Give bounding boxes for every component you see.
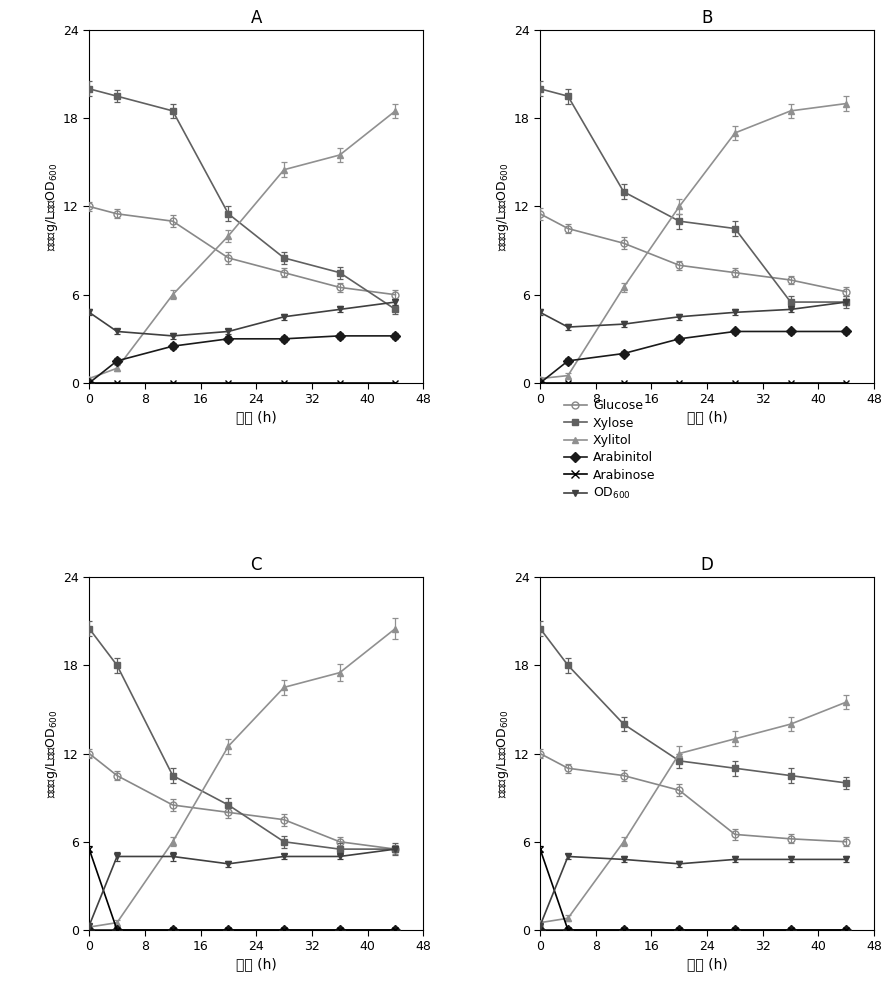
Title: B: B	[701, 9, 713, 27]
Title: C: C	[251, 556, 262, 574]
Y-axis label: 浓度（g/L），OD$_{600}$: 浓度（g/L），OD$_{600}$	[44, 709, 60, 798]
X-axis label: 时间 (h): 时间 (h)	[687, 411, 728, 425]
Y-axis label: 浓度（g/L），OD$_{600}$: 浓度（g/L），OD$_{600}$	[495, 162, 511, 251]
X-axis label: 时间 (h): 时间 (h)	[235, 958, 277, 972]
Y-axis label: 浓度（g/L），OD$_{600}$: 浓度（g/L），OD$_{600}$	[44, 162, 60, 251]
Y-axis label: 浓度（g/L），OD$_{600}$: 浓度（g/L），OD$_{600}$	[495, 709, 511, 798]
X-axis label: 时间 (h): 时间 (h)	[687, 958, 728, 972]
Legend: Glucose, Xylose, Xylitol, Arabinitol, Arabinose, OD$_{600}$: Glucose, Xylose, Xylitol, Arabinitol, Ar…	[565, 399, 656, 501]
X-axis label: 时间 (h): 时间 (h)	[235, 411, 277, 425]
Title: D: D	[701, 556, 714, 574]
Title: A: A	[251, 9, 262, 27]
